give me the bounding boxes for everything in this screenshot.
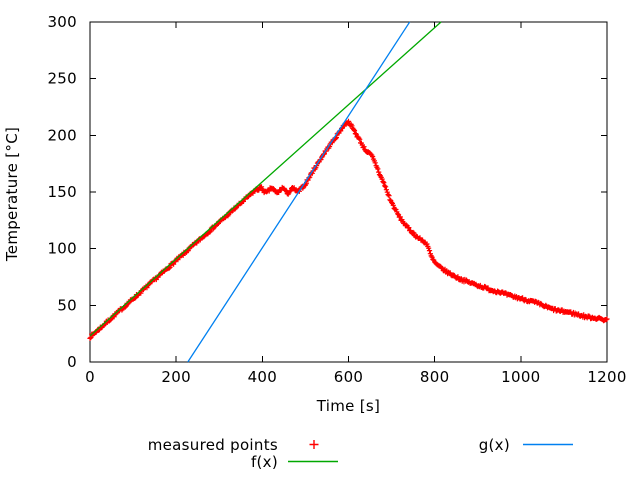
x-axis-title: Time [s] (316, 397, 380, 415)
y-tick-label: 150 (47, 183, 77, 201)
y-tick-label: 50 (57, 296, 77, 314)
axes: 0 200 400 600 800 1000 1200 0 50 100 150 200 250 300 (47, 13, 626, 386)
plot-frame (89, 21, 608, 363)
y-tick-label: 100 (47, 240, 77, 258)
x-tick-label: 600 (334, 368, 364, 386)
y-tick-label: 0 (67, 353, 77, 371)
x-tick-label: 400 (248, 368, 278, 386)
legend-plus-marker-icon (309, 440, 319, 449)
legend-label-g: g(x) (479, 436, 510, 454)
legend-label-f: f(x) (251, 453, 278, 471)
plot-series (87, 21, 610, 363)
g-fit-line (187, 21, 411, 363)
f-fit-line (89, 21, 442, 337)
legend-label-measured-points: measured points (148, 436, 278, 454)
x-tick-label: 0 (85, 368, 95, 386)
legend: measured points f(x) g(x) (148, 436, 573, 471)
x-tick-label: 1000 (501, 368, 540, 386)
x-tick-label: 800 (420, 368, 450, 386)
y-tick-label: 250 (47, 70, 77, 88)
y-tick-label: 200 (47, 126, 77, 144)
x-tick-label: 1200 (587, 368, 626, 386)
measured-points-series (87, 118, 610, 341)
y-tick-label: 300 (47, 13, 77, 31)
x-tick-label: 200 (161, 368, 191, 386)
y-axis-title: Temperature [°C] (3, 127, 21, 262)
